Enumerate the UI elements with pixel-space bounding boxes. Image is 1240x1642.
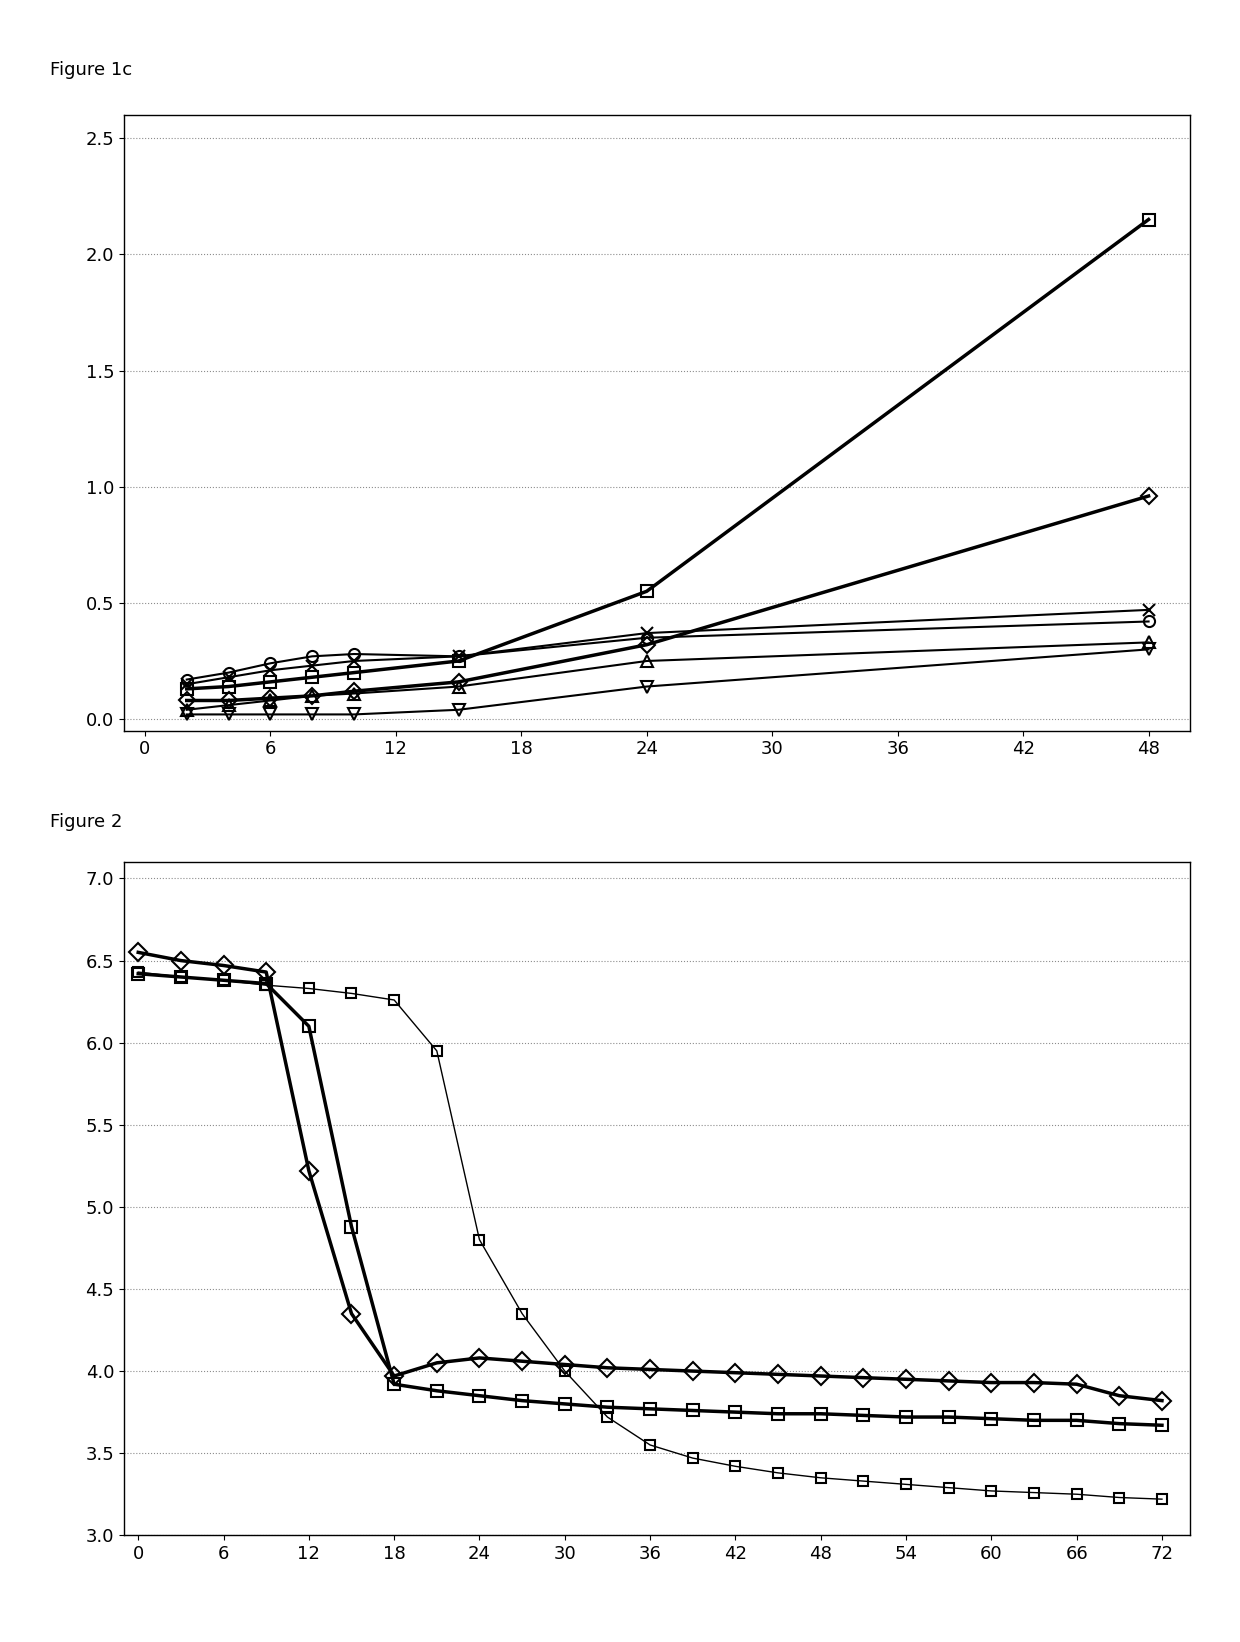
Text: Figure 2: Figure 2 [50, 813, 122, 831]
Text: Figure 1c: Figure 1c [50, 61, 131, 79]
